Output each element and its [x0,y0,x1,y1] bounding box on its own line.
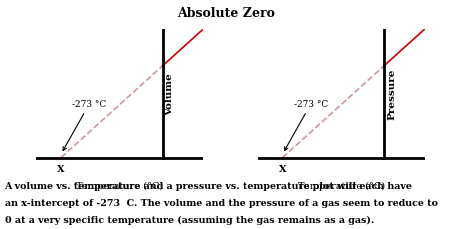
Text: Pressure: Pressure [386,68,395,119]
Text: -273 °C: -273 °C [63,100,106,151]
Text: Temperature (°C): Temperature (°C) [76,181,163,190]
Text: A volume vs. temperature and a pressure vs. temperature plot will each have: A volume vs. temperature and a pressure … [5,181,411,190]
Text: Temperature (°C): Temperature (°C) [297,181,384,190]
Text: Absolute Zero: Absolute Zero [177,7,274,20]
Text: Volume: Volume [165,73,174,115]
Text: -273 °C: -273 °C [284,100,327,151]
Text: 0 at a very specific temperature (assuming the gas remains as a gas).: 0 at a very specific temperature (assumi… [5,215,373,224]
Text: X: X [57,164,65,173]
Text: an x-intercept of -273  C. The volume and the pressure of a gas seem to reduce t: an x-intercept of -273 C. The volume and… [5,198,437,207]
Text: X: X [278,164,286,173]
